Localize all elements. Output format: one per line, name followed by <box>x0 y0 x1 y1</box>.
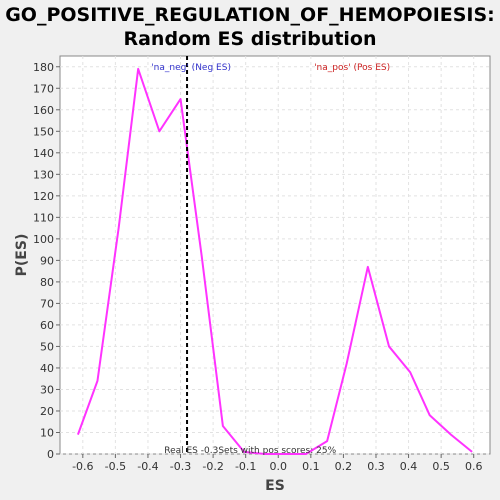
y-tick-label: 40 <box>40 362 54 375</box>
chart-title-line-1: GO_POSITIVE_REGULATION_OF_HEMOPOIESIS: <box>5 4 495 26</box>
y-tick-label: 150 <box>33 125 54 138</box>
y-tick-label: 170 <box>33 82 54 95</box>
y-tick-label: 110 <box>33 211 54 224</box>
y-tick-label: 80 <box>40 276 54 289</box>
x-tick-label: -0.6 <box>72 460 93 473</box>
x-tick-label: -0.3 <box>170 460 191 473</box>
es-distribution-line <box>76 67 473 455</box>
x-tick-label: 0.1 <box>302 460 320 473</box>
grid-lines <box>60 56 490 455</box>
y-tick-label: 60 <box>40 319 54 332</box>
series-layer <box>76 67 473 455</box>
y-tick-label: 90 <box>40 254 54 267</box>
chart-title-line-2: Random ES distribution <box>123 28 377 50</box>
y-tick-label: 180 <box>33 61 54 74</box>
y-tick-label: 70 <box>40 297 54 310</box>
y-axis-ticks: 0 10 20 30 40 50 60 70 80 90 100 110 120 130 140 150 160… <box>33 61 60 461</box>
y-tick-label: 30 <box>40 383 54 396</box>
y-tick-label: 0 <box>47 448 54 461</box>
x-axis-label: ES <box>265 478 285 494</box>
neg-es-annotation: 'na_neg' (Neg ES) <box>151 63 231 73</box>
y-tick-label: 50 <box>40 340 54 353</box>
x-tick-label: -0.1 <box>235 460 256 473</box>
x-tick-label: 0.0 <box>270 460 288 473</box>
x-tick-label: 0.2 <box>335 460 353 473</box>
x-tick-label: -0.5 <box>105 460 126 473</box>
real-es-annotation: Real ES -0.3Sets with pos scores: 25% <box>164 446 336 456</box>
x-tick-label: 0.5 <box>432 460 450 473</box>
x-tick-label: -0.2 <box>202 460 223 473</box>
y-axis-label: P(ES) <box>14 234 30 277</box>
x-axis-ticks: -0.6 -0.5 -0.4 -0.3 -0.2 -0.1 0.0 0.1 0.2 0.3 0.4 0… <box>72 454 482 473</box>
plot-area <box>59 55 491 455</box>
pos-es-annotation: 'na_pos' (Pos ES) <box>314 63 390 73</box>
y-tick-label: 100 <box>33 233 54 246</box>
y-tick-label: 160 <box>33 104 54 117</box>
x-tick-label: 0.4 <box>400 460 418 473</box>
x-tick-label: 0.6 <box>465 460 483 473</box>
x-tick-label: -0.4 <box>137 460 158 473</box>
y-tick-label: 20 <box>40 405 54 418</box>
y-tick-label: 140 <box>33 147 54 160</box>
y-tick-label: 130 <box>33 168 54 181</box>
x-tick-label: 0.3 <box>367 460 385 473</box>
y-tick-label: 120 <box>33 190 54 203</box>
y-tick-label: 10 <box>40 426 54 439</box>
